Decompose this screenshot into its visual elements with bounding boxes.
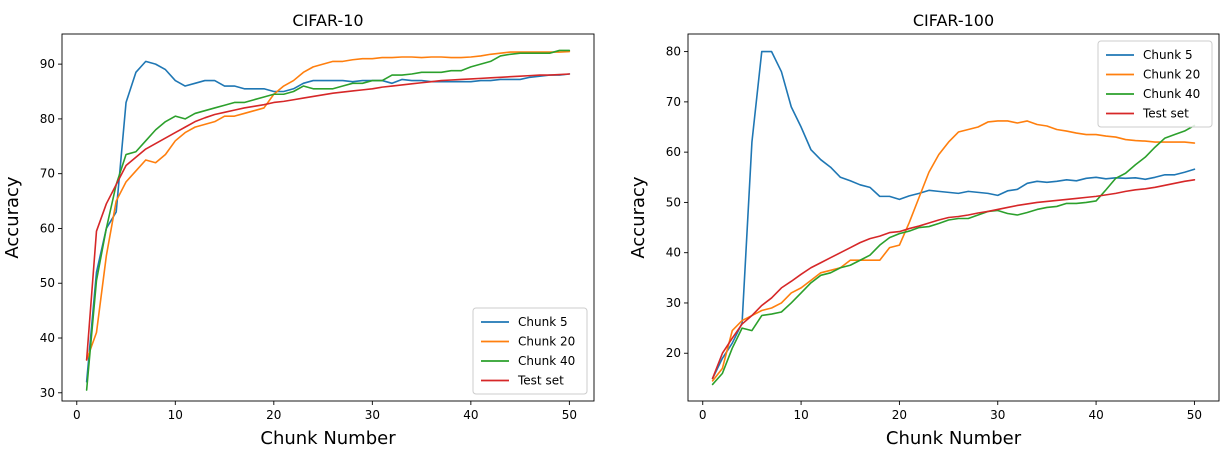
x-tick-label: 40 [1088, 408, 1103, 422]
y-tick-label: 80 [40, 112, 55, 126]
y-tick-label: 80 [666, 45, 681, 59]
x-tick-label: 30 [365, 408, 380, 422]
y-tick-label: 60 [40, 221, 55, 235]
y-tick-label: 50 [40, 276, 55, 290]
y-axis-label: Accuracy [2, 176, 23, 259]
legend-box [1097, 40, 1213, 128]
x-axis-label: Chunk Number [260, 428, 396, 449]
x-axis-label: Chunk Number [886, 428, 1022, 449]
legend-label-chunk-40: Chunk 40 [1143, 87, 1200, 101]
legend-label-chunk-20: Chunk 20 [1143, 68, 1200, 82]
chart-title: CIFAR-10 [292, 11, 363, 30]
series-lines [85, 49, 571, 391]
y-tick-label: 90 [40, 57, 55, 71]
legend-label-chunk-5: Chunk 5 [518, 315, 568, 329]
legend-label-chunk-20: Chunk 20 [518, 335, 575, 349]
legend: Chunk 5 Chunk 20 Chunk 40 Test set [472, 307, 588, 395]
series-line-chunk-40 [85, 49, 571, 391]
series-lines [711, 50, 1196, 386]
y-tick-label: 70 [666, 95, 681, 109]
y-tick-label: 20 [666, 346, 681, 360]
y-tick-label: 40 [666, 246, 681, 260]
y-axis-label: Accuracy [628, 176, 649, 259]
x-tick-label: 50 [562, 408, 577, 422]
series-line-chunk-5 [711, 50, 1196, 380]
series-line-chunk-5 [85, 60, 571, 383]
x-tick-label: 0 [699, 408, 707, 422]
legend-box [472, 307, 588, 395]
y-tick-label: 60 [666, 145, 681, 159]
legend-label-chunk-5: Chunk 5 [1143, 48, 1193, 62]
x-tick-label: 30 [990, 408, 1005, 422]
axes-frame [687, 33, 1220, 402]
axes-frame [61, 33, 595, 402]
y-tick-label: 70 [40, 167, 55, 181]
x-tick-label: 10 [793, 408, 808, 422]
x-tick-label: 20 [892, 408, 907, 422]
series-line-test-set [711, 178, 1196, 380]
chart-title: CIFAR-100 [913, 11, 994, 30]
x-tick-label: 20 [266, 408, 281, 422]
legend-label-test-set: Test set [517, 374, 564, 388]
y-tick-label: 40 [40, 331, 55, 345]
x-tick-label: 50 [1187, 408, 1202, 422]
y-tick-label: 50 [666, 195, 681, 209]
legend-label-test-set: Test set [1142, 107, 1189, 121]
series-line-test-set [85, 73, 571, 361]
chart-cifar100: CIFAR-100 0 10 20 30 40 50 20 30 40 50 60 70 80 Chunk … [628, 11, 1220, 449]
y-tick-label: 30 [40, 386, 55, 400]
legend: Chunk 5 Chunk 20 Chunk 40 Test set [1097, 40, 1213, 128]
x-tick-label: 10 [168, 408, 183, 422]
series-line-chunk-40 [711, 124, 1196, 386]
legend-label-chunk-40: Chunk 40 [518, 354, 575, 368]
chart-cifar10: CIFAR-10 0 10 20 30 40 50 30 40 50 60 70 80 90 Chunk N… [2, 11, 595, 449]
series-line-chunk-20 [711, 120, 1196, 382]
x-tick-label: 0 [73, 408, 81, 422]
x-tick-label: 40 [463, 408, 478, 422]
y-tick-label: 30 [666, 296, 681, 310]
series-line-chunk-20 [85, 50, 571, 361]
